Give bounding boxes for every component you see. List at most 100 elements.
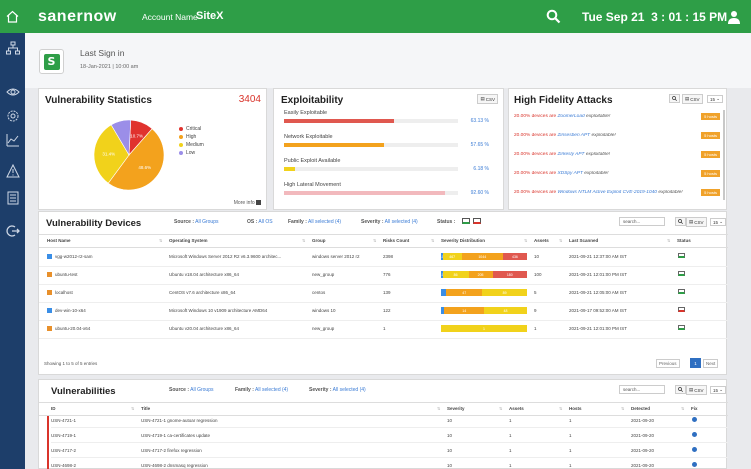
vulns-search-button[interactable] — [675, 385, 686, 394]
vuln-id-link[interactable]: USN-4717-2 — [51, 448, 77, 453]
severity-segment[interactable]: 48 — [483, 307, 527, 314]
severity-segment[interactable]: 467 — [442, 253, 462, 260]
family-filter[interactable]: Family : All selected (4) — [288, 219, 342, 225]
hosts-link[interactable]: 1 — [569, 448, 572, 453]
column-header[interactable]: Fix — [691, 406, 698, 411]
severity-segment[interactable]: 89 — [482, 289, 527, 296]
user-icon[interactable] — [727, 10, 741, 24]
sort-icon[interactable]: ⇅ — [373, 238, 377, 243]
assets-link[interactable]: 100 — [534, 272, 542, 277]
host-name-link[interactable]: ubuntu-20.04-x64 — [55, 326, 91, 331]
column-header[interactable]: Severity Distribution — [441, 238, 486, 243]
column-header[interactable]: Severity — [447, 406, 465, 411]
severity-segment[interactable]: 14 — [444, 307, 484, 314]
hfa-hosts-tag[interactable]: 5 hosts — [701, 113, 720, 120]
assets-link[interactable]: 9 — [534, 308, 537, 313]
severity-filter[interactable]: Severity : All selected (4) — [309, 387, 366, 393]
hfa-hosts-tag[interactable]: 5 hosts — [701, 189, 720, 196]
total-count[interactable]: 3404 — [238, 94, 261, 105]
vulns-search-input[interactable]: search... — [619, 385, 665, 394]
sort-icon[interactable]: ⇅ — [559, 238, 563, 243]
column-header[interactable]: Title — [141, 406, 151, 411]
table-row[interactable]: ubuntu-20.04-x64 Ubuntu v20.04 architectu… — [39, 325, 728, 339]
risks-count-link[interactable]: 1 — [383, 326, 386, 331]
status-online-icon[interactable] — [462, 218, 470, 224]
assets-link[interactable]: 1 — [509, 448, 512, 453]
legend-item-low[interactable]: Low — [179, 149, 204, 157]
sort-icon[interactable]: ⇅ — [681, 406, 685, 411]
table-row[interactable]: USN-4721-1 USN-4721-1 gnome-autoar regres… — [39, 416, 728, 428]
hfa-attack-name[interactable]: XDSpy APT — [557, 171, 583, 176]
severity-segment[interactable]: 180 — [492, 271, 527, 278]
legend-item-high[interactable]: High — [179, 133, 204, 141]
next-page-button[interactable]: Next — [703, 359, 719, 368]
page-size-select[interactable]: 15 ⌄ — [707, 95, 724, 103]
current-page-button[interactable]: 1 — [690, 358, 701, 368]
host-name-link[interactable]: dev-win-10-x64 — [55, 308, 86, 313]
devices-search-input[interactable]: search... — [619, 217, 665, 226]
host-name-link[interactable]: localhost — [55, 290, 73, 295]
sidebar-item-hierarchy[interactable] — [4, 39, 21, 56]
table-row[interactable]: ubuntu-test Ubuntu v18.04 architecture x8… — [39, 271, 728, 285]
fix-info-icon[interactable] — [692, 447, 697, 452]
column-header[interactable]: Status — [677, 238, 691, 243]
table-row[interactable]: localhost CentOS v7.6 architecture x86_64… — [39, 289, 728, 303]
csv-button[interactable]: ▤ CSV — [686, 385, 707, 395]
column-header[interactable]: Assets — [509, 406, 524, 411]
severity-segment[interactable]: 86 — [442, 271, 469, 278]
sidebar-item-tasks[interactable] — [4, 189, 21, 206]
sort-icon[interactable]: ⇅ — [159, 238, 163, 243]
pie-slice-low[interactable] — [110, 119, 132, 157]
risks-count-link[interactable]: 776 — [383, 272, 391, 277]
severity-segment[interactable]: 10 — [440, 271, 444, 278]
column-header[interactable]: Hosts — [569, 406, 582, 411]
column-header[interactable]: Risks Count — [383, 238, 410, 243]
assets-link[interactable]: 10 — [534, 254, 540, 259]
hfa-item[interactable]: 20.00% devices are Zirkesly APT exploita… — [514, 152, 694, 157]
account-name[interactable]: SiteX — [196, 10, 224, 22]
home-button[interactable] — [0, 0, 25, 33]
column-header[interactable]: Group — [312, 238, 326, 243]
severity-segment[interactable]: 10 — [440, 253, 444, 260]
sort-icon[interactable]: ⇅ — [437, 406, 441, 411]
table-row[interactable]: USN-4717-2 USN-4717-2 firefox regression 1… — [39, 446, 728, 458]
hfa-item[interactable]: 20.00% devices are XDSpy APT exploitable… — [514, 171, 694, 176]
severity-segment[interactable]: 1044 — [461, 253, 503, 260]
sidebar-item-reports[interactable] — [4, 131, 21, 148]
severity-segment[interactable] — [441, 307, 445, 314]
pie-slice-high[interactable] — [107, 128, 165, 191]
severity-segment[interactable]: 436 — [502, 253, 527, 260]
assets-link[interactable]: 1 — [534, 326, 537, 331]
risks-count-link[interactable]: 122 — [383, 308, 391, 313]
column-header[interactable]: Assets — [534, 238, 549, 243]
risks-count-link[interactable]: 139 — [383, 290, 391, 295]
devices-search-button[interactable] — [675, 217, 686, 226]
table-row[interactable]: USN-4698-2 USN-4698-2 dnsmasq regression 1… — [39, 461, 728, 469]
sort-icon[interactable]: ⇅ — [431, 238, 435, 243]
sort-icon[interactable]: ⇅ — [499, 406, 503, 411]
vuln-id-link[interactable]: USN-4698-2 — [51, 463, 77, 468]
fix-info-icon[interactable] — [692, 462, 697, 467]
more-info-link[interactable]: More info — [234, 200, 261, 206]
table-row[interactable]: vgg-w2012-r2-sam Microsoft Windows Server… — [39, 253, 728, 267]
status-filter[interactable]: Status : — [437, 219, 456, 225]
assets-link[interactable]: 1 — [509, 463, 512, 468]
source-filter[interactable]: Source : All Groups — [169, 387, 214, 393]
sort-icon[interactable]: ⇅ — [302, 238, 306, 243]
assets-link[interactable]: 1 — [509, 433, 512, 438]
column-header[interactable]: Detected — [631, 406, 651, 411]
sort-icon[interactable]: ⇅ — [559, 406, 563, 411]
hfa-search-button[interactable] — [669, 94, 680, 103]
risks-count-link[interactable]: 2398 — [383, 254, 394, 259]
hfa-attack-name[interactable]: ZoomerLoad — [557, 114, 585, 119]
hosts-link[interactable]: 1 — [569, 418, 572, 423]
hfa-hosts-tag[interactable]: 5 hosts — [701, 151, 720, 158]
search-icon[interactable] — [546, 9, 561, 24]
column-header[interactable]: Operating System — [169, 238, 208, 243]
sidebar-item-visibility[interactable] — [4, 83, 21, 100]
hfa-hosts-tag[interactable]: 5 hosts — [701, 132, 720, 139]
vuln-id-link[interactable]: USN-4719-1 — [51, 433, 77, 438]
vuln-id-link[interactable]: USN-4721-1 — [51, 418, 77, 423]
column-header[interactable]: Host Name — [47, 238, 71, 243]
host-name-link[interactable]: ubuntu-test — [55, 272, 78, 277]
